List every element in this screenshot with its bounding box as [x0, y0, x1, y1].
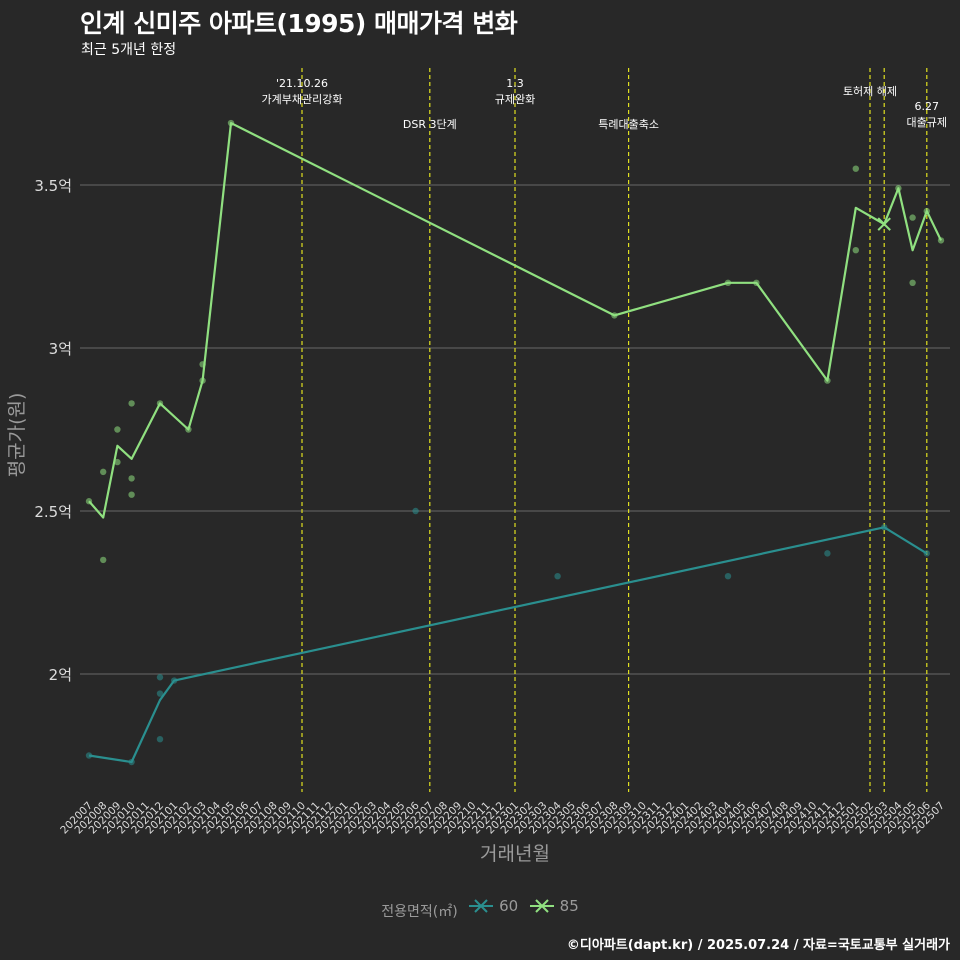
event-label-202207-0: DSR 3단계	[403, 118, 457, 131]
legend-title: 전용면적(㎡)	[381, 904, 458, 920]
point-60-7	[554, 573, 561, 580]
event-label-202506-1: 대출규제	[907, 116, 947, 129]
point-85-16	[824, 377, 831, 384]
point-60-6	[412, 507, 419, 515]
point-60-8	[724, 573, 732, 580]
point-85-9	[185, 426, 192, 433]
point-85-4	[114, 458, 121, 466]
point-85-8	[156, 400, 164, 407]
marker-85-0	[877, 217, 891, 231]
point-60-2	[156, 674, 164, 681]
y-axis-ticks: 2억 2.5억 3억 3.5억	[34, 177, 72, 684]
event-label-202110-0: '21.10.26	[276, 77, 328, 90]
point-60-11	[923, 550, 930, 557]
point-85-20	[909, 214, 916, 221]
source-caption: ©디아파트(dapt.kr) / 2025.07.24 / 자료=국토교통부 실…	[566, 938, 950, 953]
point-85-1	[100, 468, 107, 476]
y-tick-label-2: 3억	[49, 340, 72, 358]
event-label-202301-1: 규제완화	[495, 93, 535, 106]
y-tick-label-3: 3.5억	[34, 177, 72, 195]
event-label-202309-0: 특례대출축소	[598, 118, 659, 131]
series-line-85	[88, 121, 942, 519]
point-85-21	[909, 279, 916, 286]
point-85-7	[128, 491, 135, 498]
event-label-202502-0: 토허제 해제	[843, 84, 897, 98]
y-tick-label-1: 2.5억	[34, 503, 72, 521]
data-points	[85, 119, 945, 766]
legend-key-60	[469, 899, 494, 913]
x-axis-label: 거래년월	[480, 843, 550, 865]
series-line-60	[88, 526, 928, 764]
point-85-14	[724, 279, 732, 286]
point-85-18	[852, 247, 859, 254]
point-60-1	[128, 758, 135, 766]
y-axis-label: 평균가(원)	[6, 393, 28, 478]
point-85-13	[611, 312, 618, 319]
point-85-17	[852, 165, 859, 172]
point-85-11	[199, 377, 206, 384]
point-60-3	[156, 690, 164, 697]
point-85-19	[895, 185, 902, 192]
event-label-202301-0: 1.3	[506, 77, 524, 90]
point-85-5	[128, 400, 135, 407]
point-85-12	[227, 119, 235, 127]
point-60-10	[881, 524, 888, 531]
point-60-4	[156, 736, 164, 743]
event-label-202110-1: 가계부채관리강화	[262, 93, 343, 106]
marker-stroke-b-85-0	[877, 217, 891, 231]
point-60-5	[171, 677, 178, 684]
point-85-10	[199, 361, 206, 368]
y-tick-label-0: 2억	[49, 666, 72, 684]
chart-title: 인계 신미주 아파트(1995) 매매가격 변화	[80, 9, 518, 38]
point-85-3	[114, 426, 121, 433]
legend-label-60: 60	[499, 897, 519, 915]
legend-label-85: 85	[559, 897, 579, 915]
legend: 전용면적(㎡) 60 85	[0, 896, 960, 921]
point-85-2	[100, 556, 107, 564]
point-60-0	[85, 752, 93, 759]
point-85-6	[128, 475, 135, 482]
event-label-202506-0: 6.27	[915, 100, 940, 113]
point-85-22	[923, 207, 930, 215]
point-85-0	[85, 498, 93, 505]
legend-item-60: 60	[468, 896, 518, 916]
series-lines	[88, 121, 942, 764]
point-85-15	[753, 279, 760, 286]
point-60-9	[824, 550, 831, 557]
x-axis-ticks: 2020072020082020092020102020112020122021…	[58, 799, 947, 836]
legend-key-85	[529, 899, 554, 913]
point-85-23	[937, 237, 945, 244]
legend-item-85: 85	[529, 896, 579, 916]
chart-subtitle: 최근 5개년 한정	[81, 42, 177, 58]
